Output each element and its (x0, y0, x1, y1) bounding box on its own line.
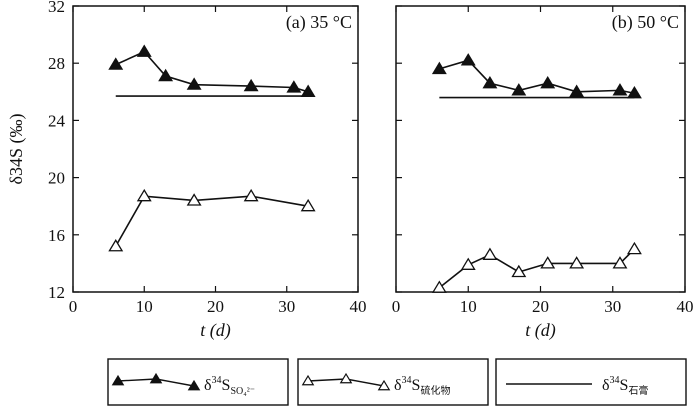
chart-panel-a: 0 10 20 30 40 12 16 20 24 28 32 (a) 35 °C t (d) δ34S … (6, 0, 367, 341)
legend-label-sup: 34 (212, 375, 222, 386)
data-point (431, 61, 447, 75)
y-tick-label: 12 (48, 283, 65, 302)
legend-marker (339, 372, 353, 384)
legend-label-sup: 34 (610, 375, 620, 386)
data-point (136, 188, 152, 202)
y-tick-label: 24 (48, 111, 66, 130)
legend-item-1: δ34S硫化物 (297, 358, 489, 406)
legend-label: δ34S石膏 (602, 375, 648, 397)
data-point (511, 264, 527, 278)
y-tick-label: 32 (48, 0, 65, 16)
x-tick-label: 40 (350, 297, 367, 316)
y-tick-label: 16 (48, 226, 65, 245)
data-point (612, 256, 628, 269)
legend-box (297, 358, 489, 406)
legend-label-sub: SO₄²⁻ (230, 386, 255, 397)
x-axis-title: t (d) (525, 320, 556, 341)
data-point (136, 44, 152, 57)
panel-label: (a) 35 °C (286, 12, 352, 33)
legend-marker (149, 372, 163, 384)
x-tick-label: 10 (136, 297, 153, 316)
x-tick-label: 0 (392, 297, 401, 316)
legend-label-sub: 石膏 (628, 384, 648, 397)
data-point (569, 256, 585, 269)
series-line (115, 50, 309, 93)
series-1 (431, 241, 642, 293)
legend-label-prefix: δ (204, 377, 212, 394)
x-axis-title: t (d) (200, 320, 231, 341)
x-tick-label: 40 (677, 297, 694, 316)
panel-label: (b) 50 °C (612, 12, 679, 33)
x-tick-label: 20 (532, 297, 549, 316)
series-line (438, 248, 635, 289)
legend-marker (301, 374, 315, 386)
legend-label-main: S (620, 377, 629, 394)
x-tick-label: 10 (460, 297, 477, 316)
legend-label-prefix: δ (602, 377, 610, 394)
data-point (300, 198, 316, 212)
x-tick-label: 30 (278, 297, 295, 316)
series-0 (108, 44, 316, 97)
y-axis-title: δ34S (‰) (6, 114, 27, 185)
series-1 (108, 188, 316, 252)
legend-marker (111, 374, 125, 386)
chart-panel-b: 0 10 20 30 40 (b) 50 °C t (d) (392, 5, 694, 341)
data-point (108, 238, 124, 252)
data-point (612, 83, 628, 96)
data-point (482, 247, 498, 260)
plot-frame (395, 5, 686, 293)
data-point (186, 193, 202, 206)
y-tick-label: 20 (48, 169, 65, 188)
legend-label-sup: 34 (402, 375, 412, 386)
legend-marker (187, 379, 201, 391)
legend: δ34SSO₄²⁻ δ34S硫化物 δ34S石膏 (107, 358, 687, 406)
data-point (243, 188, 259, 202)
data-point (482, 75, 498, 89)
legend-marker (377, 379, 391, 391)
data-point (431, 280, 447, 293)
legend-label-prefix: δ (394, 377, 402, 394)
data-point (511, 83, 527, 96)
x-tick-label: 20 (207, 297, 224, 316)
legend-box (495, 358, 687, 406)
y-tick-label: 28 (48, 54, 65, 73)
data-point (186, 77, 202, 90)
data-point (108, 57, 124, 70)
legend-label: δ34SSO₄²⁻ (204, 375, 255, 397)
legend-label: δ34S硫化物 (394, 375, 450, 397)
legend-label-main: S (412, 377, 421, 394)
chart-panels: 0 10 20 30 40 12 16 20 24 28 32 (a) 35 °C t (d) δ34S … (6, 0, 694, 341)
data-point (540, 75, 556, 89)
legend-item-2: δ34S石膏 (495, 358, 687, 406)
series-line (115, 195, 309, 247)
data-point (540, 256, 556, 269)
data-point (626, 241, 642, 255)
x-tick-label: 0 (69, 297, 78, 316)
data-point (460, 257, 476, 270)
x-tick-label: 30 (604, 297, 621, 316)
data-point (243, 78, 259, 92)
legend-label-main: S (222, 377, 231, 394)
legend-item-0: δ34SSO₄²⁻ (107, 358, 289, 406)
data-point (158, 68, 174, 82)
legend-box (107, 358, 289, 406)
data-point (569, 84, 585, 97)
data-point (286, 80, 302, 93)
series-0 (431, 53, 642, 99)
data-point (460, 53, 476, 66)
legend-label-sub: 硫化物 (420, 384, 450, 397)
